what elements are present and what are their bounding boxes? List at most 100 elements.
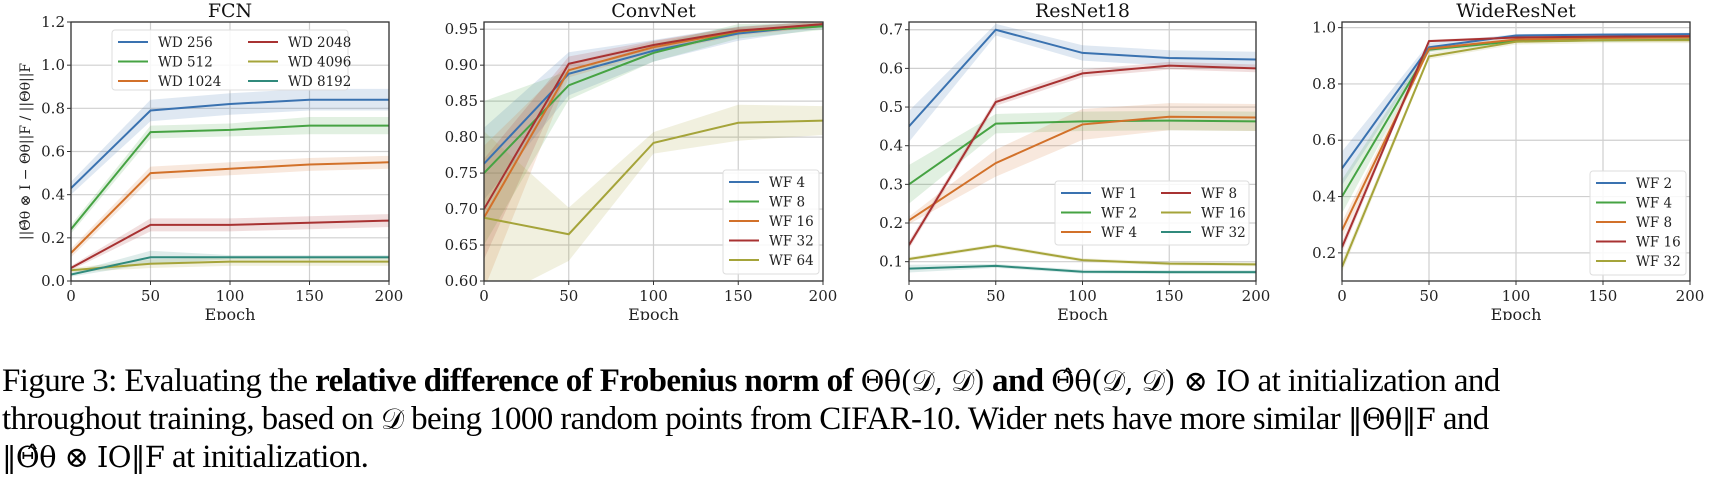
series-line-wd-8192 [71, 256, 389, 276]
legend-label: WF 4 [1636, 196, 1672, 212]
legend-box [111, 29, 349, 91]
legend-label: WD 2048 [288, 35, 351, 51]
x-tick-label: 0 [66, 287, 76, 305]
y-tick-label: 0.4 [879, 137, 903, 155]
series-line-wd-1024 [71, 161, 389, 254]
legend-item: WD 512 [118, 55, 213, 71]
legend-item: WF 32 [1596, 254, 1681, 270]
legend-item: WF 4 [1596, 196, 1672, 212]
legend-label: WF 2 [1101, 206, 1137, 222]
confidence-band [909, 23, 1256, 142]
x-tick-label: 50 [1419, 287, 1438, 305]
y-tick-label: 0.2 [879, 214, 903, 232]
caption-math: Θθ(𝒟, 𝒟) [860, 364, 985, 398]
y-tick-label: 0.2 [41, 229, 65, 247]
x-tick-label: 150 [1155, 287, 1184, 305]
legend-item: WF 2 [1596, 176, 1672, 192]
legend-item: WF 64 [729, 253, 814, 269]
x-tick-label: 150 [295, 287, 324, 305]
legend-label: WF 32 [769, 234, 814, 250]
caption-math: ‖Θ̂θ ⊗ IO‖F [2, 440, 165, 474]
x-tick-label: 200 [1676, 287, 1705, 305]
y-tick-label: 0.6 [41, 143, 65, 161]
y-tick-label: 0.7 [879, 21, 903, 39]
y-tick-label: 0.8 [1312, 75, 1336, 93]
plot-area [1342, 32, 1690, 273]
caption-text: being 1000 random points from CIFAR-10. … [411, 401, 1341, 437]
y-axis-label: ||Θ̂θ ⊗ I − Θθ||F / ||Θθ||F [18, 63, 34, 241]
series-line-wf-4 [909, 115, 1256, 222]
chart-panel-convnet: 0 50 100 150 200 0.60 0.65 0.70 0.75 0.80 0.85 0.90… [445, 0, 838, 320]
caption-math: ‖Θθ‖F [1347, 402, 1436, 436]
confidence-band [484, 22, 823, 246]
x-axis-label: Epoch [205, 305, 256, 320]
legend-box [722, 169, 820, 275]
confidence-band [71, 116, 389, 234]
chart-title: FCN [208, 0, 252, 22]
x-tick-label: 200 [809, 287, 838, 305]
legend-item: WD 8192 [248, 74, 351, 90]
legend-item: WF 4 [1061, 225, 1137, 241]
x-tick-label: 100 [639, 287, 668, 305]
confidence-band [484, 22, 823, 200]
legend: WD 256 WD 512 WD 1024 WD 2048 WD 4096 WD 8192 [111, 29, 351, 91]
legend-label: WD 256 [158, 35, 213, 51]
legend-item: WF 4 [729, 175, 805, 191]
y-tick-label: 0.1 [879, 253, 903, 271]
legend-label: WF 1 [1101, 186, 1137, 202]
series-line-wf-32 [1342, 39, 1690, 268]
caption-bold-text: and [992, 363, 1044, 399]
chart-title: WideResNet [1456, 0, 1576, 22]
y-tick-label: 0.4 [1312, 188, 1336, 206]
figure-panels: 0 50 100 150 200 0.0 0.2 0.4 0.6 0.8 1.0 1.2 FCN Epoc… [18, 0, 1705, 320]
legend-label: WF 32 [1201, 225, 1246, 241]
x-tick-label: 100 [1502, 287, 1531, 305]
x-tick-label: 50 [986, 287, 1005, 305]
confidence-band [71, 214, 389, 271]
y-tick-label: 0.65 [445, 236, 478, 254]
legend-item: WF 32 [1161, 225, 1246, 241]
caption-text: throughout training, based on [2, 401, 374, 437]
x-axis-label: Epoch [628, 305, 679, 320]
y-tick-label: 1.0 [41, 56, 65, 74]
series-line-wf-1 [909, 28, 1256, 128]
chart-panel-fcn: 0 50 100 150 200 0.0 0.2 0.4 0.6 0.8 1.0 1.2 FCN Epoc… [18, 0, 403, 320]
legend-label: WD 512 [158, 55, 213, 71]
caption-line-1: Figure 3: Evaluating the relative differ… [2, 362, 1722, 400]
x-tick-label: 200 [375, 287, 404, 305]
y-tick-label: 0.95 [445, 20, 478, 38]
confidence-band [909, 103, 1256, 225]
legend-label: WF 64 [769, 253, 814, 269]
caption-math: Θ̂θ(𝒟, 𝒟) ⊗ IO [1051, 364, 1250, 398]
legend: WF 2 WF 4 WF 8 WF 16 WF 32 [1589, 170, 1687, 276]
y-tick-label: 0.2 [1312, 244, 1336, 262]
caption-text: and [1442, 401, 1489, 437]
legend-box [1589, 170, 1687, 276]
legend-label: WF 16 [1201, 206, 1246, 222]
series-line-wd-4096 [71, 260, 389, 272]
x-tick-label: 150 [724, 287, 753, 305]
x-tick-label: 0 [479, 287, 489, 305]
series-line-wd-512 [71, 124, 389, 230]
legend-item: WF 8 [729, 195, 805, 211]
y-tick-label: 0.75 [445, 164, 478, 182]
series-line-wf-16 [1342, 35, 1690, 248]
legend-item: WF 16 [1596, 235, 1681, 251]
x-tick-label: 50 [141, 287, 160, 305]
y-tick-label: 1.2 [41, 13, 65, 31]
legend-label: WD 4096 [288, 55, 351, 71]
y-tick-label: 0.8 [41, 99, 65, 117]
chart-title: ResNet18 [1035, 0, 1130, 22]
series-line-wf-2 [1342, 33, 1690, 169]
legend-label: WF 4 [769, 175, 805, 191]
x-tick-label: 100 [216, 287, 245, 305]
legend-label: WF 4 [1101, 225, 1137, 241]
y-tick-label: 0.5 [879, 98, 903, 116]
y-tick-label: 0.85 [445, 92, 478, 110]
legend-label: WF 16 [1636, 235, 1681, 251]
x-axis-label: Epoch [1491, 305, 1542, 320]
legend-label: WF 16 [769, 214, 814, 230]
caption-text: at initialization. [171, 439, 369, 475]
y-tick-label: 1.0 [1312, 19, 1336, 37]
legend-label: WF 8 [769, 195, 805, 211]
